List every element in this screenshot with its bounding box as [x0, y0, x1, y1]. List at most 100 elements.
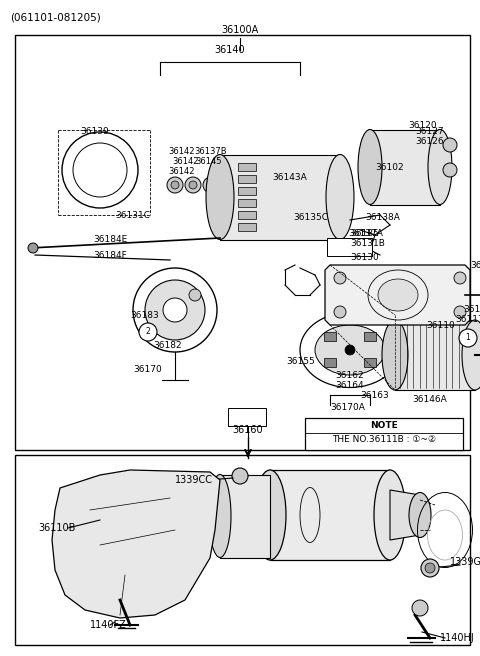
Text: 36145: 36145: [195, 157, 221, 167]
Text: 36155: 36155: [286, 358, 315, 367]
Ellipse shape: [462, 320, 480, 390]
Ellipse shape: [358, 129, 382, 205]
Text: 36164: 36164: [336, 380, 364, 390]
Circle shape: [189, 181, 197, 189]
Text: 36182: 36182: [154, 340, 182, 350]
Text: 36126: 36126: [415, 138, 444, 146]
Text: 36137A: 36137A: [348, 228, 383, 237]
Text: 36184E: 36184E: [93, 236, 127, 245]
Ellipse shape: [428, 129, 452, 205]
Text: 36127: 36127: [415, 127, 444, 136]
Circle shape: [73, 143, 127, 197]
Text: 36131B: 36131B: [350, 239, 385, 247]
Text: 2: 2: [145, 327, 150, 337]
Circle shape: [145, 280, 205, 340]
Circle shape: [139, 323, 157, 341]
Circle shape: [443, 138, 457, 152]
Text: 36102: 36102: [376, 163, 404, 173]
Text: 36163: 36163: [360, 390, 389, 400]
Bar: [228, 408, 266, 426]
Circle shape: [62, 132, 138, 208]
Text: 36120: 36120: [408, 121, 437, 129]
Polygon shape: [220, 475, 270, 558]
Circle shape: [334, 272, 346, 284]
Text: 36142: 36142: [168, 148, 194, 157]
Text: 1: 1: [466, 333, 470, 342]
Text: 36183: 36183: [130, 310, 159, 319]
Bar: [238, 175, 256, 183]
Circle shape: [454, 306, 466, 318]
Polygon shape: [325, 265, 470, 325]
Ellipse shape: [374, 470, 406, 560]
Circle shape: [443, 163, 457, 177]
Text: 36139: 36139: [80, 127, 109, 136]
Text: 36110B: 36110B: [38, 523, 75, 533]
Text: 36112B: 36112B: [463, 306, 480, 314]
Bar: [238, 199, 256, 207]
Bar: [238, 211, 256, 219]
Text: 36146A: 36146A: [413, 396, 447, 405]
Text: 36135C: 36135C: [293, 213, 328, 222]
Circle shape: [425, 563, 435, 573]
Circle shape: [163, 298, 187, 322]
Bar: [238, 223, 256, 231]
Circle shape: [207, 181, 215, 189]
Bar: [364, 333, 376, 341]
Bar: [238, 163, 256, 171]
Circle shape: [334, 306, 346, 318]
Text: 36185: 36185: [350, 228, 379, 237]
Circle shape: [28, 243, 38, 253]
Circle shape: [412, 600, 428, 616]
Text: 36138A: 36138A: [365, 213, 400, 222]
Text: 36110: 36110: [426, 321, 455, 329]
Text: 36131C: 36131C: [115, 211, 150, 220]
Bar: [238, 187, 256, 195]
Circle shape: [421, 559, 439, 577]
Text: 1339GB: 1339GB: [450, 557, 480, 567]
Text: 1140HJ: 1140HJ: [440, 633, 475, 643]
Bar: [15, 455, 470, 645]
Bar: [324, 333, 336, 341]
Bar: [364, 358, 376, 367]
Text: 36170A: 36170A: [331, 403, 365, 413]
Text: 36162: 36162: [336, 371, 364, 380]
Polygon shape: [370, 130, 440, 205]
Bar: [305, 418, 463, 450]
Text: 36143A: 36143A: [273, 173, 307, 182]
Text: 36142: 36142: [168, 167, 194, 176]
Ellipse shape: [254, 470, 286, 560]
Circle shape: [454, 272, 466, 284]
Text: 36137B: 36137B: [194, 148, 227, 157]
Text: 36140: 36140: [215, 45, 245, 55]
Text: 36187: 36187: [470, 260, 480, 270]
Ellipse shape: [378, 279, 418, 311]
Circle shape: [459, 329, 477, 347]
Circle shape: [345, 345, 355, 355]
Ellipse shape: [409, 493, 431, 537]
Text: 1140FZ: 1140FZ: [90, 620, 127, 630]
Text: NOTE: NOTE: [370, 420, 398, 430]
Polygon shape: [52, 470, 220, 618]
Circle shape: [203, 177, 219, 193]
Text: 36142: 36142: [172, 157, 199, 167]
Ellipse shape: [382, 320, 408, 390]
Text: 36100A: 36100A: [221, 25, 259, 35]
Text: 36170: 36170: [133, 365, 162, 375]
Polygon shape: [220, 155, 340, 240]
Text: THE NO.36111B : ①~②: THE NO.36111B : ①~②: [332, 436, 436, 445]
Text: 36160: 36160: [233, 425, 264, 435]
Text: 36130: 36130: [350, 253, 379, 262]
Circle shape: [133, 268, 217, 352]
Text: 36117A: 36117A: [455, 316, 480, 325]
Ellipse shape: [206, 155, 234, 239]
Circle shape: [167, 177, 183, 193]
Circle shape: [185, 177, 201, 193]
Polygon shape: [270, 470, 390, 560]
Text: 1339CC: 1339CC: [175, 475, 213, 485]
Text: 36184F: 36184F: [93, 251, 127, 260]
Text: (061101-081205): (061101-081205): [10, 12, 101, 22]
Bar: [324, 358, 336, 367]
Circle shape: [232, 468, 248, 484]
Ellipse shape: [315, 325, 385, 375]
Ellipse shape: [209, 474, 231, 558]
